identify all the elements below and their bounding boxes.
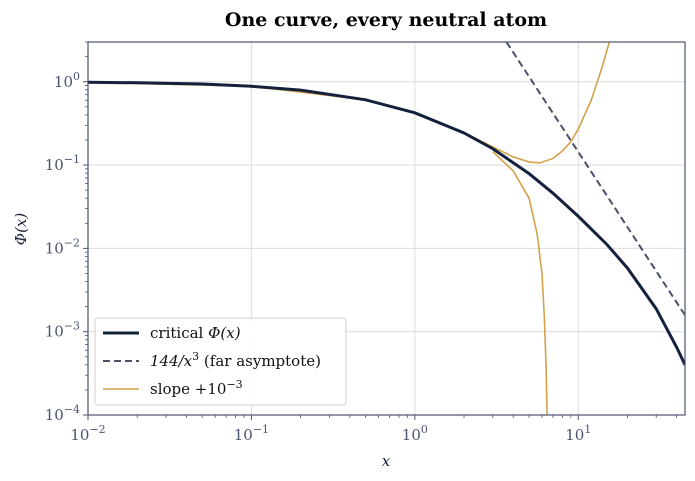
y-tick-labels: 10−4 10−3 10−2 10−1 100 [45,70,80,424]
x-tick-label: 10−1 [234,423,269,444]
series-asymptote [505,42,685,316]
y-tick-label: 10−3 [45,320,80,341]
x-axis-label: x [382,452,391,470]
y-axis-label: Φ(x) [12,213,30,246]
legend-label-asymptote: 144/x3 (far asymptote) [150,350,321,370]
legend-label-critical: critical Φ(x) [150,324,241,342]
series-slope-minus [492,151,548,415]
series-critical [88,80,685,366]
y-tick-label: 10−4 [45,403,80,424]
chart-title: One curve, every neutral atom [225,9,547,31]
y-tick-label: 100 [54,70,80,91]
x-tick-label: 100 [402,423,428,444]
plot-area [88,42,685,415]
x-tick-labels: 10−2 10−1 100 101 [70,423,591,444]
legend-label-slope: slope +10−3 [150,378,243,398]
y-tick-label: 10−1 [45,153,80,174]
series-slope-plus [88,42,611,164]
x-tick-label: 101 [565,423,591,444]
y-tick-label: 10−2 [45,236,80,257]
legend-box [94,317,347,406]
x-tick-label: 10−2 [70,423,105,444]
minor-ticks [83,41,678,420]
plot-frame [87,41,686,416]
legend: critical Φ(x) 144/x3 (far asymptote) slo… [94,317,347,406]
